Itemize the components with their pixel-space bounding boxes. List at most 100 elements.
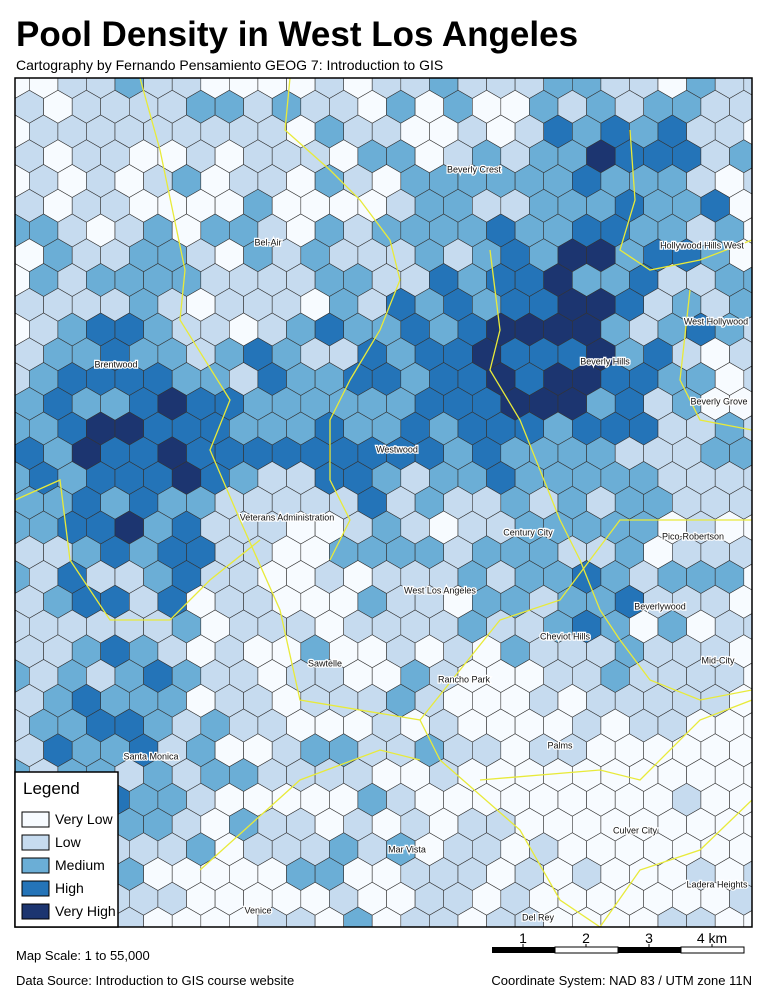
- hex-cell: [743, 415, 752, 442]
- hex-cell: [758, 437, 768, 470]
- legend-label: Medium: [55, 857, 105, 873]
- hex-cell: [758, 140, 768, 173]
- hex-cell: [358, 932, 387, 965]
- hex-cell: [15, 840, 16, 858]
- legend-title: Legend: [23, 779, 80, 798]
- place-label: Bel-Air: [254, 237, 281, 247]
- hex-cell: [15, 791, 16, 809]
- hex-cell: [15, 741, 16, 759]
- hex-cell: [758, 288, 768, 321]
- hex-cell: [301, 932, 330, 965]
- hex-grid: [0, 66, 768, 993]
- boundary: [199, 749, 421, 871]
- hex-cell: [743, 316, 752, 343]
- hex-cell: [15, 197, 16, 215]
- hex-cell: [743, 266, 752, 294]
- place-label: Westwood: [376, 444, 418, 454]
- hex-cell: [187, 932, 216, 965]
- hex-cell: [15, 642, 16, 660]
- scale-label: 1: [519, 930, 527, 946]
- hex-cell: [15, 593, 16, 611]
- place-label: Cheviot Hills: [540, 631, 591, 641]
- hex-cell: [387, 981, 416, 993]
- hex-cell: [444, 932, 473, 965]
- title: Pool Density in West Los Angeles: [16, 15, 578, 54]
- hex-cell: [758, 981, 768, 993]
- data-source: Data Source: Introduction to GIS course …: [16, 973, 294, 988]
- hex-cell: [315, 957, 344, 990]
- legend-swatch: [21, 857, 50, 874]
- hex-cell: [743, 860, 752, 888]
- hex-cell: [0, 214, 1, 247]
- boundary: [599, 799, 752, 927]
- hex-cell: [758, 932, 768, 965]
- hex-cell: [329, 932, 358, 965]
- hex-cell: [0, 907, 1, 940]
- scale-label: 2: [582, 930, 590, 946]
- hex-cell: [0, 610, 1, 643]
- hex-cell: [758, 239, 768, 272]
- boundary: [284, 78, 401, 561]
- place-label: Santa Monica: [123, 751, 178, 761]
- legend-swatch: [21, 880, 50, 897]
- hex-cell: [15, 296, 16, 314]
- hex-cell: [0, 561, 1, 594]
- hex-cell: [758, 585, 768, 618]
- hex-cell: [0, 313, 1, 346]
- place-label: Sawtelle: [308, 658, 342, 668]
- hex-cell: [0, 808, 1, 841]
- hex-cell: [758, 486, 768, 519]
- hex-cell: [758, 635, 768, 668]
- hex-cell: [743, 217, 752, 244]
- hex-cell: [0, 165, 1, 198]
- hex-cell: [743, 662, 752, 690]
- hex-cell: [0, 462, 1, 495]
- boundary: [15, 479, 261, 621]
- hex-cell: [15, 444, 16, 462]
- boundary: [479, 699, 752, 781]
- hex-cell: [444, 981, 473, 993]
- hex-cell: [743, 712, 752, 739]
- scale-segment: [680, 946, 745, 954]
- hex-cell: [215, 932, 244, 965]
- hex-cell: [15, 395, 16, 413]
- hex-cell: [358, 981, 387, 993]
- place-label: West Los Angeles: [404, 585, 476, 595]
- boundary: [139, 78, 601, 927]
- hex-cell: [0, 660, 1, 693]
- hex-cell: [758, 882, 768, 915]
- hex-cell: [743, 910, 752, 927]
- hex-cell: [15, 98, 16, 116]
- hex-cell: [758, 90, 768, 123]
- coordinate-system: Coordinate System: NAD 83 / UTM zone 11N: [491, 973, 752, 988]
- hex-cell: [743, 563, 752, 591]
- place-label: Beverly Hills: [580, 356, 630, 366]
- hex-cell: [415, 981, 444, 993]
- hex-cell: [15, 494, 16, 512]
- place-label: Century City: [503, 527, 553, 537]
- hex-cell: [743, 365, 752, 393]
- hex-cell: [0, 66, 1, 99]
- scale-segment: [618, 947, 681, 953]
- hex-cell: [415, 932, 444, 965]
- hex-cell: [0, 264, 1, 297]
- hex-cell: [0, 981, 15, 993]
- hex-cell: [743, 78, 752, 96]
- place-label: Beverly Crest: [447, 164, 502, 174]
- hex-cell: [743, 811, 752, 838]
- hex-cell: [301, 981, 330, 993]
- boundary: [679, 289, 752, 431]
- place-label: Veterans Administration: [240, 512, 335, 522]
- hex-cell: [743, 167, 752, 195]
- hex-cell: [743, 514, 752, 541]
- hex-cell: [429, 957, 458, 990]
- hex-cell: [758, 338, 768, 371]
- hex-cell: [272, 932, 301, 965]
- legend: Legend Very Low Low Medium High Very High: [14, 771, 119, 928]
- legend-label: Very High: [55, 903, 116, 919]
- map-scale: Map Scale: 1 to 55,000: [16, 948, 150, 963]
- hex-cell: [743, 118, 752, 145]
- hex-cell: [758, 833, 768, 866]
- hex-cell: [0, 957, 1, 990]
- hex-cell: [15, 890, 16, 908]
